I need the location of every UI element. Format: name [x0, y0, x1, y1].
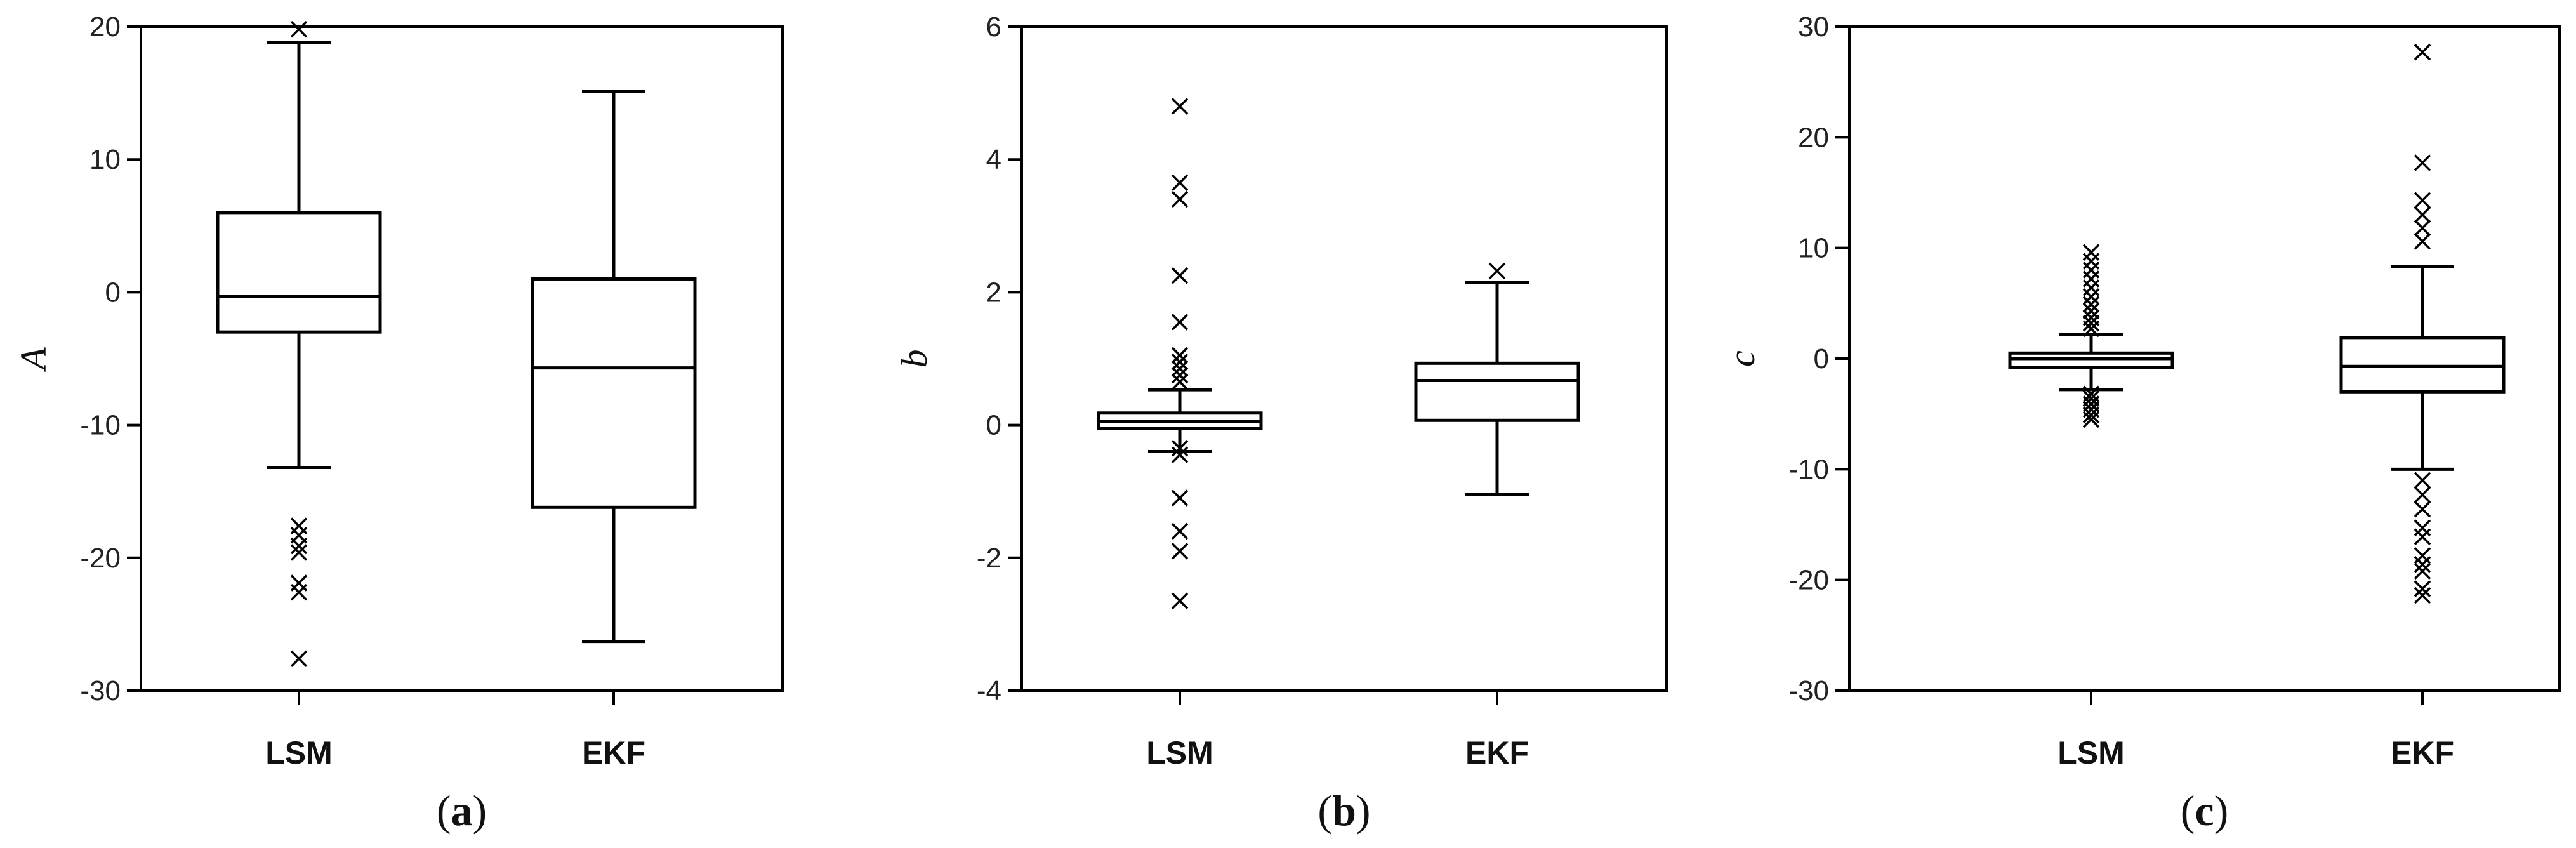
outlier-point	[1171, 314, 1189, 331]
y-tick-label: -20	[80, 543, 121, 574]
panel-b: -4 -2 0 2 4 6 LSM EKF b (b)	[894, 11, 1668, 835]
y-tick-label: -2	[977, 543, 1001, 574]
outlier-point	[290, 650, 308, 668]
outlier-point	[2082, 253, 2100, 270]
y-tick-label: 0	[1814, 343, 1829, 374]
panel-c: -30 -20 -10 0 10 20 30 LSM EKF c (c)	[1721, 11, 2561, 835]
outlier-point	[290, 537, 308, 555]
outlier-point	[2414, 556, 2431, 573]
y-tick-label: -10	[80, 410, 121, 441]
outlier-point	[1171, 373, 1189, 390]
outlier-point	[2414, 519, 2431, 536]
interquartile-box	[2339, 336, 2506, 394]
box-lsm	[1097, 98, 1263, 610]
panel-a: -30 -20 -10 0 10 20 LSM EKF A (a)	[13, 11, 784, 835]
outlier-point	[2082, 302, 2100, 320]
category-label-ekf: EKF	[2391, 735, 2454, 771]
category-label-lsm: LSM	[1146, 735, 1213, 771]
outlier-point	[1171, 190, 1189, 208]
interquartile-box	[1414, 361, 1580, 422]
outlier-point	[2414, 547, 2431, 564]
y-tick-label: -30	[1788, 675, 1829, 706]
y-tick-label: -30	[80, 675, 121, 706]
panel-label: (c)	[2181, 786, 2229, 835]
outlier-point	[1171, 360, 1189, 377]
outlier-point	[2082, 262, 2100, 279]
outlier-point	[2414, 220, 2431, 237]
outlier-point	[1171, 353, 1189, 371]
outlier-point	[2414, 472, 2431, 489]
outlier-point	[1171, 267, 1189, 284]
outlier-point	[290, 583, 308, 601]
plot-frame	[1020, 25, 1668, 692]
panel-label: (a)	[437, 786, 487, 835]
interquartile-box	[2008, 351, 2174, 369]
y-tick-label: 6	[986, 11, 1001, 43]
y-tick-label: 0	[105, 277, 121, 308]
box-ekf	[531, 90, 697, 644]
outlier-point	[2082, 279, 2100, 296]
interquartile-box	[216, 211, 382, 334]
outlier-point	[1171, 522, 1189, 540]
y-axis-label: A	[13, 347, 54, 373]
outlier-point	[2082, 296, 2100, 313]
y-tick-label: 10	[89, 144, 121, 175]
outlier-point	[2082, 406, 2100, 424]
panel-label: (b)	[1318, 786, 1370, 835]
y-tick-label: -10	[1788, 454, 1829, 485]
outlier-point	[2414, 580, 2431, 597]
outlier-point	[2414, 192, 2431, 209]
outlier-point	[2082, 314, 2100, 332]
y-tick-label: 10	[1798, 233, 1829, 264]
outlier-point	[1171, 446, 1189, 463]
y-tick-label: 20	[1798, 122, 1829, 153]
outlier-point	[1171, 174, 1189, 192]
category-label-ekf: EKF	[1465, 735, 1529, 771]
y-tick-label: 2	[986, 277, 1001, 308]
outlier-point	[2414, 500, 2431, 518]
y-axis-label: c	[1721, 350, 1762, 367]
outlier-point	[290, 20, 308, 38]
outlier-point	[1171, 347, 1189, 364]
outlier-point	[2082, 270, 2100, 288]
outlier-point	[2082, 320, 2100, 338]
y-tick-label: -20	[1788, 565, 1829, 596]
box-lsm	[2008, 244, 2174, 428]
box-ekf	[2339, 43, 2506, 604]
y-tick-label: -4	[977, 675, 1001, 706]
y-tick-label: 4	[986, 144, 1001, 175]
plot-frame	[140, 25, 784, 692]
outlier-point	[1171, 98, 1189, 115]
outlier-point	[1488, 262, 1506, 280]
interquartile-box	[531, 277, 697, 509]
outlier-point	[2414, 586, 2431, 604]
outlier-point	[1171, 543, 1189, 560]
y-tick-label: 20	[89, 11, 121, 43]
outlier-point	[1171, 366, 1189, 384]
outlier-point	[2414, 562, 2431, 580]
outlier-point	[2414, 232, 2431, 250]
outlier-point	[2082, 288, 2100, 305]
box-lsm	[216, 20, 382, 668]
category-label-ekf: EKF	[582, 735, 645, 771]
outlier-point	[1171, 439, 1189, 457]
y-tick-label: 30	[1798, 11, 1829, 43]
outlier-point	[2414, 528, 2431, 545]
outlier-point	[2082, 411, 2100, 428]
category-label-lsm: LSM	[2057, 735, 2125, 771]
outlier-point	[1171, 592, 1189, 610]
box-ekf	[1414, 262, 1580, 496]
outlier-point	[2414, 486, 2431, 503]
outlier-point	[2414, 43, 2431, 61]
outlier-point	[1171, 489, 1189, 507]
category-label-lsm: LSM	[265, 735, 333, 771]
outlier-point	[2414, 206, 2431, 223]
outlier-point	[2082, 244, 2100, 261]
outlier-point	[2414, 154, 2431, 171]
outlier-point	[290, 544, 308, 561]
y-tick-label: 0	[986, 410, 1001, 441]
y-axis-label: b	[894, 350, 935, 368]
